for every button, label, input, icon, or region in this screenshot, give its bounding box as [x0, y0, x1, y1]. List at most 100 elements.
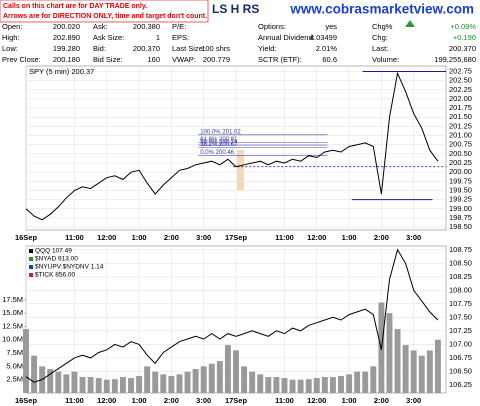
- y-tick-label: 107.50: [449, 312, 472, 321]
- volume-bar: [111, 379, 118, 393]
- volume-bar: [184, 371, 191, 393]
- quote-value: 60.6: [322, 55, 337, 64]
- x-tick-label: 11:00: [65, 396, 84, 405]
- volume-bar: [338, 375, 344, 393]
- y-tick-label: 107.00: [449, 339, 472, 348]
- y-tick-label: 201.25: [449, 121, 472, 130]
- y-tick-label: 108.25: [449, 272, 472, 281]
- volume-bar: [426, 350, 433, 393]
- volume-bar: [95, 378, 102, 393]
- volume-bar: [176, 374, 183, 393]
- legend-swatch: [29, 265, 33, 269]
- up-arrow: [405, 20, 415, 27]
- volume-bar: [233, 350, 239, 393]
- volume-bar: [241, 366, 248, 393]
- volume-bar: [354, 371, 361, 393]
- x-tick-label: 11:00: [275, 396, 294, 405]
- quote-label: Low:: [2, 44, 18, 53]
- quote-value: 200.380: [133, 22, 160, 31]
- y-tick-label: 202.75: [449, 66, 472, 75]
- y-tick-label: 201.50: [449, 112, 472, 121]
- fib-label: 100.0% 201.02: [200, 129, 241, 135]
- volume-bar: [249, 371, 256, 393]
- quote-label: Yield:: [258, 44, 276, 53]
- volume-bar: [434, 339, 441, 393]
- y-tick-label: 200.50: [449, 149, 472, 158]
- y-tick-label: 202.00: [449, 94, 472, 103]
- x-tick-label: 1:00: [342, 233, 357, 242]
- y-tick-label: 17.5M: [2, 295, 23, 304]
- x-tick-label: 12:00: [97, 396, 116, 405]
- volume-bar: [394, 329, 401, 393]
- quote-value: 200.020: [53, 22, 80, 31]
- volume-bar: [31, 355, 38, 393]
- x-tick-label: 12:00: [97, 233, 116, 242]
- highlight: [237, 150, 244, 190]
- y-tick-label: 108.00: [449, 285, 472, 294]
- quote-label: EPS:: [172, 33, 189, 42]
- volume-bar: [410, 350, 417, 393]
- volume-bar: [265, 377, 272, 393]
- quote-label: Options:: [258, 22, 286, 31]
- note: Calls on this chart are for DAY TRADE on…: [3, 3, 147, 10]
- x-tick-label: 16Sep: [15, 233, 38, 242]
- quote-label: Chg%: [372, 22, 393, 31]
- volume-bar: [273, 377, 280, 393]
- volume-bar: [119, 377, 126, 393]
- y-tick-label: 202.50: [449, 76, 472, 85]
- quote-value: 200.370: [449, 44, 476, 53]
- quote-label: SCTR (ETF):: [258, 55, 302, 64]
- x-tick-label: 3:00: [406, 233, 421, 242]
- x-tick-label: 11:00: [65, 233, 84, 242]
- volume-bar: [370, 366, 377, 393]
- volume-bar: [329, 377, 336, 393]
- quote-label: Bid Size:: [93, 55, 123, 64]
- y-tick-label: 15.0M: [2, 308, 23, 317]
- fib-label: 50.0% 200.74: [200, 140, 238, 146]
- x-tick-label: 12:00: [307, 396, 326, 405]
- quote-value: 200.370: [133, 44, 160, 53]
- quote-value: 2.01%: [316, 44, 338, 53]
- quote-label: Annual Dividend:: [258, 33, 315, 42]
- y-tick-label: 198.50: [449, 222, 472, 231]
- quote-label: Ask:: [93, 22, 108, 31]
- quote-value: 202.890: [53, 33, 80, 42]
- x-tick-label: 1:00: [132, 396, 147, 405]
- site: www.cobrasmarketview.com: [289, 2, 474, 17]
- volume-bar: [23, 329, 29, 393]
- volume-bar: [71, 371, 78, 393]
- quote-value: 199,255,680: [434, 55, 476, 64]
- volume-bar: [297, 379, 304, 393]
- y-tick-label: 202.25: [449, 85, 472, 94]
- quote-label: Prev Close:: [2, 55, 41, 64]
- y-tick-label: 106.25: [449, 380, 472, 389]
- volume-bar: [257, 374, 264, 393]
- volume-bar: [55, 371, 62, 393]
- price-line: [25, 71, 439, 221]
- volume-bar: [224, 345, 231, 393]
- x-tick-label: 3:00: [196, 233, 211, 242]
- quote-value: +0.09%: [450, 22, 476, 31]
- x-tick-label: 1:00: [132, 233, 147, 242]
- volume-bar: [305, 379, 312, 393]
- panel-label: $NYUPV:$NYDNV 1.14: [35, 264, 104, 271]
- panel-label: $TICK 856.00: [35, 272, 75, 279]
- legend-swatch: [29, 249, 33, 253]
- y-tick-label: 200.25: [449, 158, 472, 167]
- quote-value: 100 shrs: [201, 44, 230, 53]
- volume-bar: [160, 374, 167, 393]
- volume-bar: [386, 313, 393, 393]
- panel-label: SPY (5 min) 200.37: [29, 67, 94, 76]
- quote-label: Last:: [372, 44, 388, 53]
- x-tick-label: 11:00: [275, 233, 294, 242]
- quote-label: Chg:: [372, 33, 388, 42]
- volume-bar: [200, 366, 207, 393]
- y-tick-label: 5.0M: [6, 361, 23, 370]
- y-tick-label: 10.0M: [2, 335, 23, 344]
- volume-bar: [402, 345, 409, 393]
- x-tick-label: 3:00: [196, 396, 211, 405]
- y-tick-label: 108.75: [449, 245, 472, 254]
- volume-bar: [103, 379, 110, 393]
- volume-bar: [313, 378, 320, 393]
- volume-bar: [362, 371, 369, 393]
